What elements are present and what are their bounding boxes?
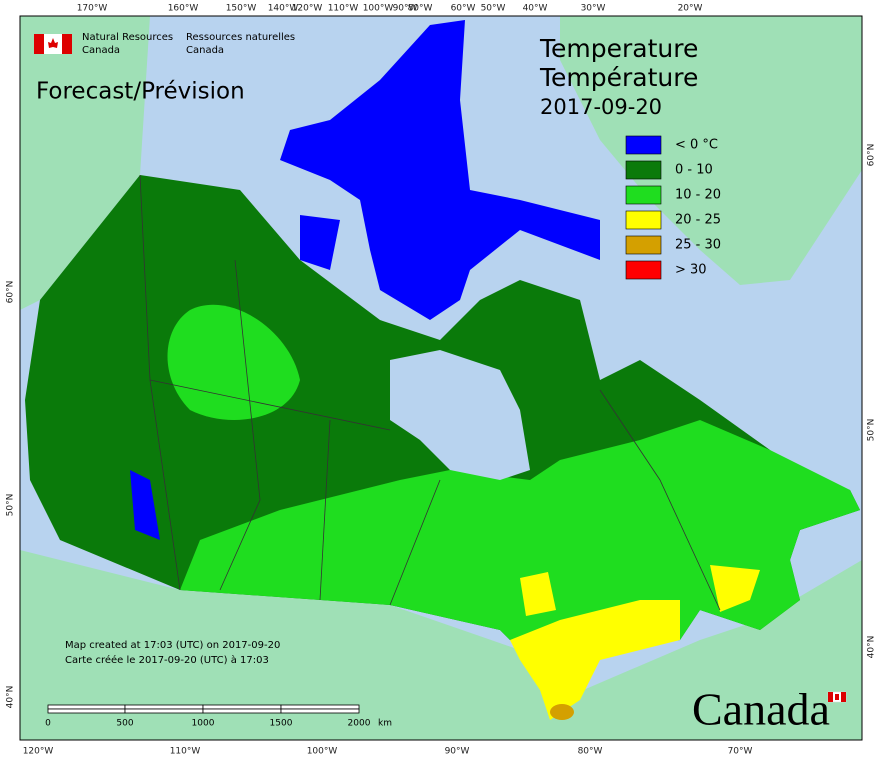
latitude-label: 50°N bbox=[867, 419, 877, 442]
maple-leaf bbox=[48, 38, 58, 48]
flag-band bbox=[62, 34, 72, 54]
longitude-label: 90°W bbox=[393, 4, 418, 14]
legend-label: 10 - 20 bbox=[675, 188, 721, 203]
scale-segment bbox=[124, 708, 204, 714]
canada-warm bbox=[520, 572, 556, 616]
scale-segment bbox=[202, 704, 282, 710]
longitude-label: 110°W bbox=[170, 747, 201, 757]
maple-leaf bbox=[835, 694, 839, 700]
map-body bbox=[20, 16, 862, 740]
arctic-cold bbox=[300, 215, 340, 270]
longitude-label: 140°W bbox=[268, 4, 299, 14]
created-en: Map created at 17:03 (UTC) on 2017-09-20 bbox=[65, 640, 280, 651]
legend-swatch bbox=[625, 210, 662, 230]
scale-bar: 0 500 1000 1500 2000 km bbox=[45, 704, 392, 729]
longitude-label: 160°W bbox=[168, 4, 199, 14]
agency-en: Natural Resources bbox=[82, 32, 173, 43]
legend-label: > 30 bbox=[675, 263, 707, 278]
flag-band bbox=[841, 692, 846, 702]
border bbox=[599, 389, 721, 611]
wordmark: Canada bbox=[692, 684, 830, 735]
hudson-bay bbox=[390, 350, 530, 480]
flag-band bbox=[34, 34, 44, 54]
legend-label: 20 - 25 bbox=[675, 213, 721, 228]
agency-logo: Natural Resources Canada Ressources natu… bbox=[34, 32, 295, 56]
canada-mild bbox=[180, 420, 860, 660]
legend-swatch bbox=[625, 260, 662, 280]
title-date: 2017-09-20 bbox=[540, 95, 662, 119]
border bbox=[149, 379, 391, 431]
canada-warm bbox=[710, 565, 760, 612]
latitude-label: 40°N bbox=[867, 636, 877, 659]
longitude-label: 20°W bbox=[678, 4, 703, 14]
longitude-label: 170°W bbox=[77, 4, 108, 14]
latitude-label: 50°N bbox=[6, 494, 16, 517]
canada-mild-north bbox=[167, 304, 300, 420]
legend-label: 25 - 30 bbox=[675, 238, 721, 253]
legend-swatch bbox=[625, 185, 662, 205]
created-fr: Carte créée le 2017-09-20 (UTC) à 17:03 bbox=[65, 654, 269, 666]
flag-band bbox=[828, 692, 833, 702]
legend-label: 0 - 10 bbox=[675, 163, 713, 178]
scale-segment bbox=[280, 708, 360, 714]
longitude-label: 120°W bbox=[23, 747, 54, 757]
map-border bbox=[19, 15, 863, 741]
title-fr: Température bbox=[539, 63, 698, 92]
wordmark-flag bbox=[827, 691, 847, 703]
agency-fr: Ressources naturelles bbox=[186, 32, 295, 43]
legend: < 0 °C 0 - 10 10 - 20 20 - 25 25 - 30 > 30 bbox=[625, 135, 721, 280]
agency-en: Canada bbox=[82, 45, 120, 56]
longitude-label: 80°W bbox=[408, 4, 433, 14]
scale-segment bbox=[202, 708, 282, 714]
scale-label: 500 bbox=[116, 719, 133, 729]
arctic-cold bbox=[130, 470, 160, 540]
scale-segment bbox=[47, 708, 126, 714]
longitude-label: 50°W bbox=[481, 4, 506, 14]
scale-segment bbox=[47, 704, 126, 710]
longitude-label: 110°W bbox=[328, 4, 359, 14]
longitude-label: 70°W bbox=[728, 747, 753, 757]
longitude-label: 60°W bbox=[451, 4, 476, 14]
scale-label: 1000 bbox=[192, 719, 215, 729]
canada-hot bbox=[550, 704, 574, 720]
latitude-label: 60°N bbox=[6, 281, 16, 304]
scale-label: 2000 bbox=[348, 719, 371, 729]
longitude-label: 100°W bbox=[307, 747, 338, 757]
scale-label: 1500 bbox=[270, 719, 293, 729]
title-en: Temperature bbox=[539, 34, 698, 63]
longitude-label: 100°W bbox=[363, 4, 394, 14]
scale-unit: km bbox=[378, 719, 392, 729]
legend-swatch bbox=[625, 135, 662, 155]
border bbox=[319, 419, 331, 601]
longitude-label: 40°W bbox=[523, 4, 548, 14]
alaska bbox=[20, 16, 150, 310]
latitude-label: 40°N bbox=[6, 686, 16, 709]
legend-swatch bbox=[625, 235, 662, 255]
longitude-label: 30°W bbox=[581, 4, 606, 14]
usa bbox=[20, 550, 862, 740]
product: Forecast/Prévision bbox=[36, 79, 245, 105]
longitude-label: 120°W bbox=[292, 4, 323, 14]
legend-swatch bbox=[625, 160, 662, 180]
agency-fr: Canada bbox=[186, 45, 224, 56]
scale-label: 0 bbox=[45, 719, 51, 729]
legend-label: < 0 °C bbox=[675, 138, 718, 153]
longitude-label: 80°W bbox=[578, 747, 603, 757]
borders bbox=[139, 174, 721, 611]
canada-warm bbox=[510, 600, 680, 720]
greenland bbox=[560, 16, 862, 285]
arctic-cold bbox=[280, 20, 600, 320]
border bbox=[219, 259, 261, 591]
scale-segment bbox=[124, 704, 204, 710]
longitude-label: 90°W bbox=[445, 747, 470, 757]
border bbox=[389, 479, 441, 606]
latitude-label: 60°N bbox=[867, 144, 877, 167]
scale-segment bbox=[280, 704, 360, 710]
longitude-label: 150°W bbox=[226, 4, 257, 14]
